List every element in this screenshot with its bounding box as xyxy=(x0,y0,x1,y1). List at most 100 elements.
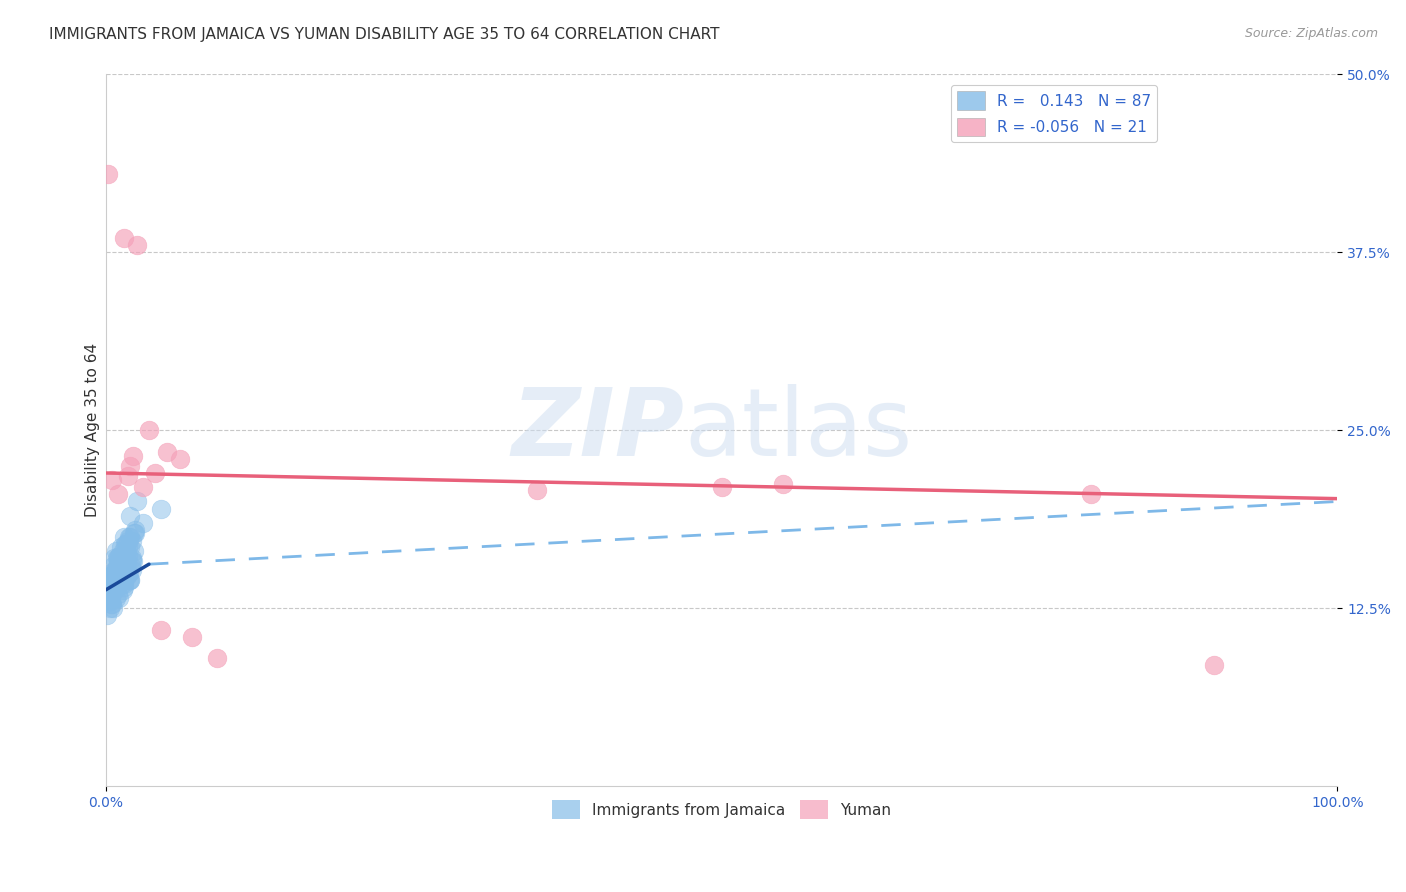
Point xyxy=(97,587,120,601)
Point xyxy=(1204,658,1226,673)
Point xyxy=(120,458,142,473)
Point xyxy=(169,451,191,466)
Point xyxy=(105,580,128,594)
Text: ZIP: ZIP xyxy=(512,384,685,476)
Point xyxy=(112,580,135,594)
Text: Source: ZipAtlas.com: Source: ZipAtlas.com xyxy=(1244,27,1378,40)
Point xyxy=(104,573,127,587)
Point xyxy=(111,566,134,580)
Point xyxy=(101,582,124,597)
Point xyxy=(112,544,135,558)
Point xyxy=(118,573,141,587)
Point xyxy=(98,568,121,582)
Point xyxy=(122,544,145,558)
Point xyxy=(121,551,143,566)
Point xyxy=(120,508,142,523)
Point xyxy=(101,558,124,573)
Point xyxy=(96,608,118,623)
Point xyxy=(125,494,148,508)
Point xyxy=(112,573,135,587)
Point xyxy=(117,549,139,563)
Point xyxy=(118,540,141,554)
Point xyxy=(104,563,127,577)
Point xyxy=(108,558,131,573)
Point xyxy=(101,473,124,487)
Point xyxy=(772,477,794,491)
Point xyxy=(98,587,121,601)
Point xyxy=(124,523,146,537)
Point xyxy=(103,582,125,597)
Point xyxy=(100,597,122,611)
Legend: Immigrants from Jamaica, Yuman: Immigrants from Jamaica, Yuman xyxy=(546,794,897,825)
Point xyxy=(112,551,135,566)
Point xyxy=(112,577,135,591)
Point xyxy=(205,651,228,665)
Point xyxy=(124,525,146,540)
Point xyxy=(122,525,145,540)
Point xyxy=(115,554,138,568)
Point xyxy=(122,554,145,568)
Point xyxy=(110,566,132,580)
Point xyxy=(108,591,131,606)
Point xyxy=(117,530,139,544)
Point xyxy=(111,558,134,573)
Point xyxy=(143,466,166,480)
Point xyxy=(150,501,173,516)
Point xyxy=(156,444,179,458)
Point xyxy=(107,554,129,568)
Point xyxy=(107,568,129,582)
Point xyxy=(111,577,134,591)
Point xyxy=(97,594,120,608)
Point xyxy=(121,534,143,549)
Point xyxy=(100,580,122,594)
Point xyxy=(114,537,136,551)
Point xyxy=(114,537,136,551)
Point xyxy=(105,551,128,566)
Point xyxy=(98,601,121,615)
Point xyxy=(96,582,118,597)
Point xyxy=(103,568,125,582)
Point xyxy=(110,551,132,566)
Point xyxy=(103,551,125,566)
Point xyxy=(107,549,129,563)
Point xyxy=(107,587,129,601)
Point xyxy=(104,591,127,606)
Point xyxy=(125,238,148,252)
Point xyxy=(103,601,125,615)
Point xyxy=(110,549,132,563)
Point xyxy=(101,597,124,611)
Point xyxy=(105,558,128,573)
Point xyxy=(97,573,120,587)
Point xyxy=(100,594,122,608)
Point xyxy=(112,530,135,544)
Y-axis label: Disability Age 35 to 64: Disability Age 35 to 64 xyxy=(86,343,100,517)
Point xyxy=(120,573,142,587)
Point xyxy=(120,558,142,573)
Point xyxy=(1080,487,1102,501)
Point xyxy=(115,568,138,582)
Point xyxy=(117,534,139,549)
Point xyxy=(100,566,122,580)
Point xyxy=(710,480,733,494)
Point xyxy=(112,582,135,597)
Point xyxy=(122,449,145,463)
Point xyxy=(103,573,125,587)
Point xyxy=(114,563,136,577)
Text: IMMIGRANTS FROM JAMAICA VS YUMAN DISABILITY AGE 35 TO 64 CORRELATION CHART: IMMIGRANTS FROM JAMAICA VS YUMAN DISABIL… xyxy=(49,27,720,42)
Point xyxy=(98,591,121,606)
Point xyxy=(117,554,139,568)
Point xyxy=(526,483,548,497)
Point xyxy=(107,551,129,566)
Point xyxy=(108,568,131,582)
Point xyxy=(120,573,142,587)
Point xyxy=(117,540,139,554)
Text: atlas: atlas xyxy=(685,384,912,476)
Point xyxy=(97,577,120,591)
Point xyxy=(118,566,141,580)
Point xyxy=(132,480,155,494)
Point xyxy=(107,487,129,501)
Point xyxy=(132,516,155,530)
Point xyxy=(120,530,142,544)
Point xyxy=(110,540,132,554)
Point xyxy=(114,544,136,558)
